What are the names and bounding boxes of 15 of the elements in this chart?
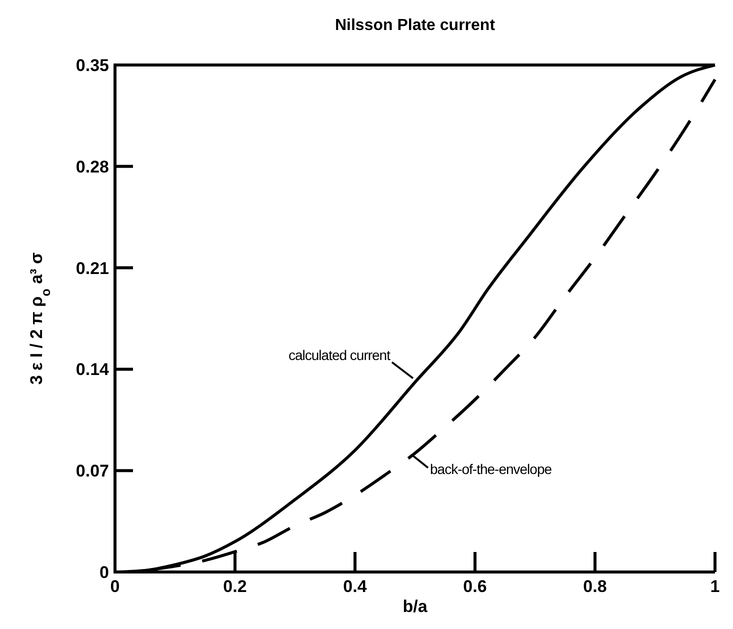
y-tick-label: 0.07 [76, 462, 109, 481]
y-tick-label: 0.28 [76, 157, 109, 176]
x-tick-label: 0.2 [223, 577, 247, 596]
x-tick-label: 1 [710, 577, 720, 596]
annotation: calculated current [288, 347, 391, 364]
chart-title: Nilsson Plate current [334, 17, 496, 34]
y-tick-label: 0 [100, 562, 109, 582]
y-tick-label: 0.21 [76, 258, 109, 278]
y-tick-label: 0.35 [76, 56, 109, 75]
x-tick-label: 0.8 [583, 577, 607, 596]
y-tick-label: 0.14 [76, 360, 110, 380]
annotation: back-of-the-envelope [430, 460, 552, 477]
x-tick-label: 0.6 [463, 577, 487, 596]
x-axis-title: b/a [402, 597, 428, 616]
x-tick-label: 0.4 [343, 577, 368, 596]
